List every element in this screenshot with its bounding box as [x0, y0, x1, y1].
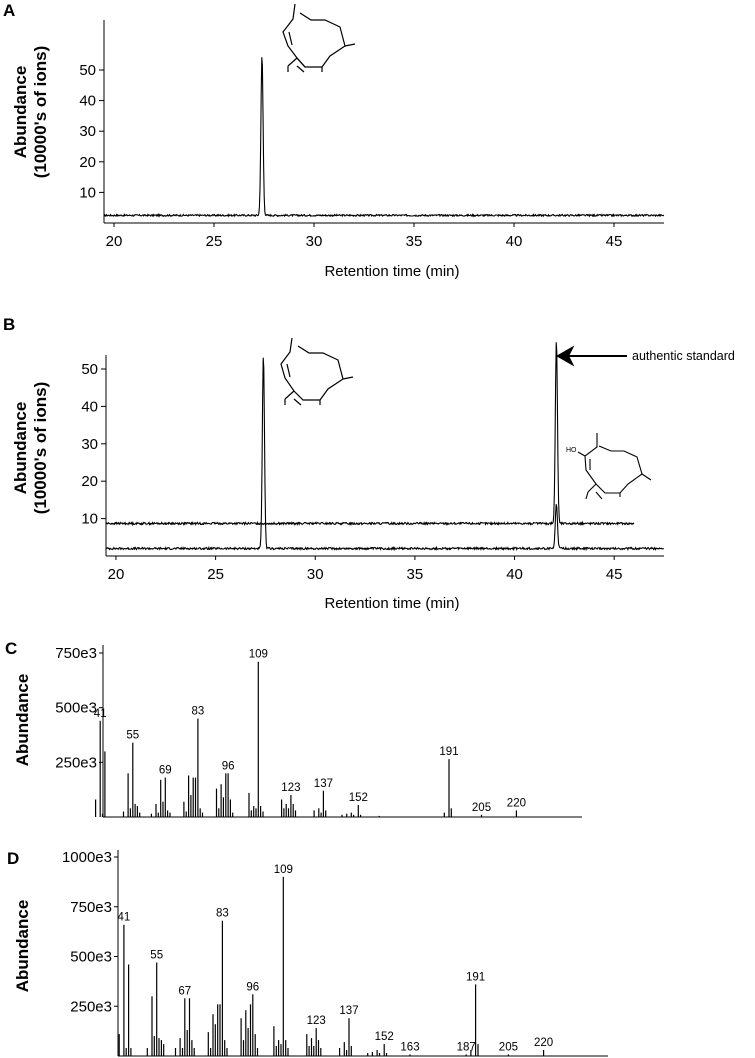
peak-label-c-5: 109 [249, 649, 268, 661]
x-tick-label-b-2: 30 [307, 566, 324, 583]
y-axis-label-d-text: Abundance [13, 900, 32, 993]
x-tick-label-b-3: 35 [407, 566, 424, 583]
series-group-a [103, 57, 665, 218]
x-tick-label-b-5: 45 [606, 566, 623, 583]
panel-label-b: B [3, 315, 15, 334]
panel-label-c: C [5, 639, 17, 658]
y-tick-label-a-3: 40 [79, 93, 96, 110]
y-ticks-a: 10 20 30 40 50 [79, 62, 104, 201]
peak-label-d-5: 109 [274, 864, 293, 876]
peak-label-d-0: 41 [118, 912, 131, 924]
y-tick-label-c-2: 750e3 [55, 645, 97, 662]
peak-label-c-7: 137 [314, 778, 333, 790]
y-ticks-b: 10 20 30 40 50 [81, 361, 106, 528]
panel-c: C Abundance 250e3 500e3 750e3 41 55 69 83 96 10… [5, 639, 582, 818]
authentic-standard-label: authentic standard [632, 349, 735, 363]
x-tick-label-a-1: 25 [206, 233, 223, 250]
peak-label-c-11: 220 [507, 797, 526, 809]
y-axis-label-a: Abundance (10000's of ions) [11, 46, 50, 179]
y-tick-label-a-2: 30 [79, 123, 96, 140]
peak-labels-d: 41 55 67 83 96 109 123 137 152 163 187 191 205 220 [118, 864, 554, 1054]
y-tick-label-b-4: 50 [81, 361, 98, 378]
y-axis-label-a-line1: Abundance [11, 66, 30, 159]
molecule-structure-a [282, 3, 356, 73]
panel-b: B Abundance (10000's of ions) 10 20 30 40 50… [3, 315, 735, 612]
bars-group-c [94, 661, 518, 817]
chromatogram-trace-b-0 [105, 357, 664, 552]
peak-label-d-1: 55 [150, 950, 163, 962]
y-tick-label-b-3: 40 [81, 398, 98, 415]
panel-a: A Abundance (10000's of ions) 10 20 30 40 50… [3, 1, 665, 280]
peak-label-d-2: 67 [178, 985, 191, 997]
peak-label-d-4: 96 [246, 981, 259, 993]
hydroxyl-label: HO [566, 447, 577, 454]
molecule-structure-b1 [280, 337, 354, 406]
y-tick-label-d-0: 250e3 [70, 998, 112, 1015]
peak-label-d-10: 187 [457, 1041, 476, 1053]
x-ticks-b: 20 25 30 35 40 45 [108, 556, 623, 583]
x-axis-label-a: Retention time (min) [324, 263, 459, 280]
y-tick-label-a-0: 10 [79, 184, 96, 201]
peak-label-c-2: 69 [159, 765, 172, 777]
y-tick-label-b-0: 10 [81, 511, 98, 528]
series-group-b [105, 342, 664, 552]
peak-label-c-0: 41 [94, 708, 107, 720]
peak-label-d-12: 205 [499, 1041, 518, 1053]
peak-label-c-1: 55 [126, 730, 139, 742]
y-tick-label-a-1: 20 [79, 154, 96, 171]
peak-label-d-6: 123 [307, 1015, 326, 1027]
peak-label-d-9: 163 [400, 1041, 419, 1053]
y-tick-label-b-2: 30 [81, 436, 98, 453]
y-tick-label-b-1: 20 [81, 473, 98, 490]
peak-label-d-11: 191 [466, 971, 485, 983]
y-axis-label-a-line2: (10000's of ions) [31, 46, 50, 179]
y-tick-label-d-1: 500e3 [70, 949, 112, 966]
y-tick-label-c-1: 500e3 [55, 700, 97, 717]
bars-group-d [118, 876, 545, 1056]
x-tick-label-b-0: 20 [108, 566, 125, 583]
peak-labels-c: 41 55 69 83 96 109 123 137 152 191 205 220 [94, 649, 526, 814]
chromatogram-trace-a-0 [103, 57, 665, 218]
peak-label-c-3: 83 [192, 706, 205, 718]
peak-label-c-10: 205 [472, 802, 491, 814]
y-tick-label-a-4: 50 [79, 62, 96, 79]
y-axis-label-c-text: Abundance [13, 674, 32, 767]
x-axis-label-b: Retention time (min) [324, 595, 459, 612]
x-tick-label-a-0: 20 [106, 233, 123, 250]
peak-label-d-13: 220 [534, 1037, 553, 1049]
y-axis-label-c: Abundance [13, 674, 32, 767]
x-tick-label-b-1: 25 [207, 566, 224, 583]
x-tick-label-a-4: 40 [506, 233, 523, 250]
peak-label-d-3: 83 [216, 908, 229, 920]
peak-label-c-4: 96 [222, 760, 235, 772]
panel-label-a: A [3, 1, 15, 20]
y-axis-label-d: Abundance [13, 900, 32, 993]
x-tick-label-a-3: 35 [406, 233, 423, 250]
y-axis-label-b: Abundance (10000's of ions) [11, 382, 50, 515]
y-tick-label-d-3: 1000e3 [62, 849, 112, 866]
chromatogram-trace-b-1 [105, 342, 635, 527]
peak-label-c-8: 152 [349, 792, 368, 804]
molecule-structure-b2 [577, 433, 652, 500]
peak-label-d-8: 152 [375, 1031, 394, 1043]
y-tick-label-d-2: 750e3 [70, 899, 112, 916]
panel-label-d: D [7, 849, 19, 868]
peak-label-c-9: 191 [439, 746, 458, 758]
peak-label-d-7: 137 [339, 1005, 358, 1017]
y-axis-label-b-line1: Abundance [11, 402, 30, 495]
x-tick-label-b-4: 40 [506, 566, 523, 583]
x-tick-label-a-2: 30 [306, 233, 323, 250]
panel-d: D Abundance 250e3 500e3 750e3 1000e3 41 55 67… [7, 849, 608, 1057]
x-ticks-a: 20 25 30 35 40 45 [106, 223, 623, 250]
y-tick-label-c-0: 250e3 [55, 754, 97, 771]
y-ticks-d: 250e3 500e3 750e3 1000e3 [62, 849, 118, 1015]
authentic-standard-arrow [555, 345, 627, 367]
peak-label-c-6: 123 [281, 782, 300, 794]
y-ticks-c: 250e3 500e3 750e3 [55, 645, 103, 771]
x-tick-label-a-5: 45 [606, 233, 623, 250]
y-axis-label-b-line2: (10000's of ions) [31, 382, 50, 515]
